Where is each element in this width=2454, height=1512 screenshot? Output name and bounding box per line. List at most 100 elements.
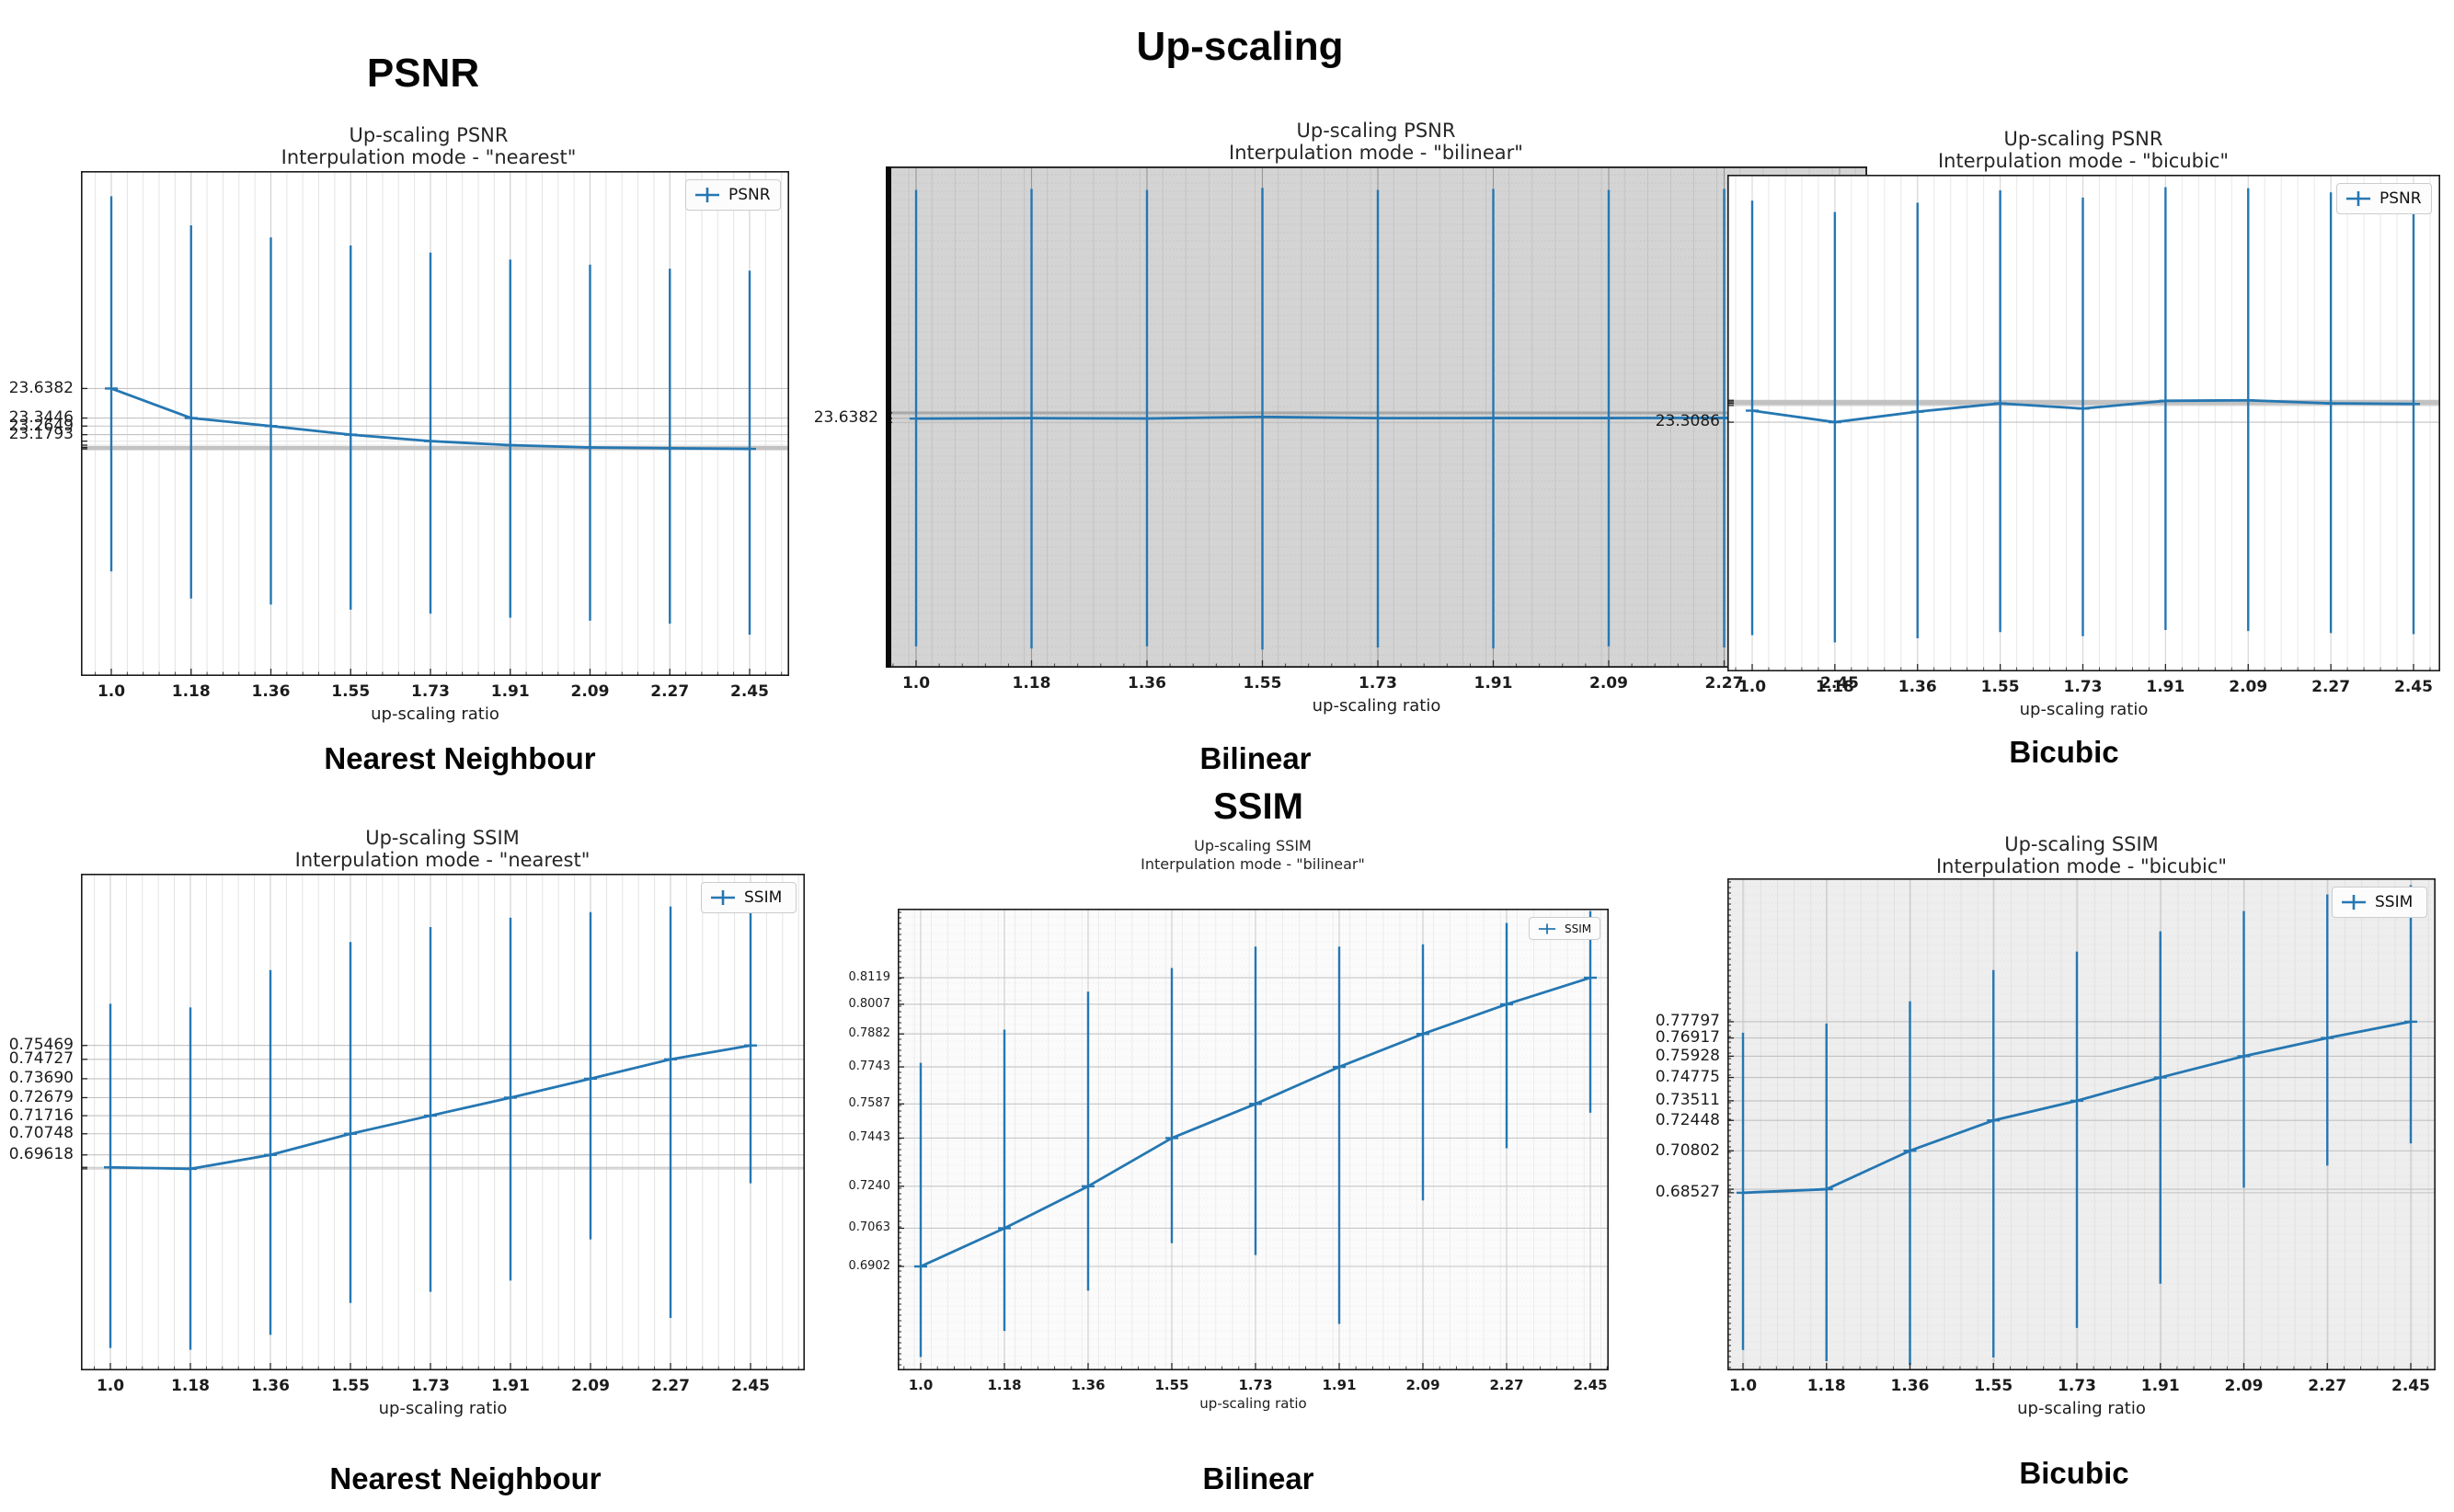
x-tick-label: 1.36 — [1890, 1377, 1930, 1395]
x-tick-label: 2.27 — [651, 1377, 690, 1395]
errorbar-marker-icon — [1538, 922, 1556, 934]
x-tick-label: 1.55 — [1974, 1377, 2013, 1395]
x-tick-label: 1.91 — [491, 1377, 530, 1395]
y-tick-label: 0.6902 — [848, 1258, 891, 1273]
label-row2-bilinear: Bilinear — [1202, 1461, 1314, 1495]
y-tick-label: 0.75928 — [1655, 1046, 1720, 1065]
y-tick-label: 0.75469 — [8, 1036, 74, 1055]
y-tick-label: 23.6382 — [813, 408, 878, 428]
x-tick-label: 1.0 — [97, 682, 126, 701]
ssim-nearest-plot-area — [81, 874, 805, 1370]
x-tick-label: 2.09 — [2224, 1377, 2264, 1395]
x-tick-label: 2.27 — [2311, 678, 2351, 696]
errorbar-marker-icon — [2346, 191, 2370, 206]
x-tick-label: 1.73 — [2058, 1377, 2096, 1395]
psnr-bicubic-plot-area — [1727, 175, 2440, 671]
y-tick-label: 0.7443 — [848, 1130, 891, 1145]
x-tick-label: 1.18 — [1815, 678, 1854, 696]
x-axis-label: up-scaling ratio — [2017, 1399, 2146, 1418]
x-tick-label: 1.55 — [1154, 1377, 1189, 1393]
legend-label: PSNR — [728, 186, 771, 204]
y-tick-label: 0.76917 — [1655, 1028, 1720, 1048]
errorbar-marker-icon — [695, 188, 719, 202]
x-tick-label: 2.09 — [2229, 678, 2268, 696]
label-row1-bilinear: Bilinear — [1199, 741, 1312, 775]
x-tick-label: 1.18 — [1012, 674, 1051, 693]
y-tick-label: 23.3086 — [1655, 412, 1720, 431]
x-tick-label: 1.0 — [96, 1377, 125, 1395]
psnr-nearest-plot-area — [81, 171, 789, 676]
legend: SSIM — [1529, 917, 1600, 940]
x-tick-label: 1.91 — [1474, 674, 1513, 693]
x-tick-label: 1.36 — [251, 1377, 290, 1395]
y-tick-label: 0.8007 — [848, 996, 891, 1011]
heading-ssim: SSIM — [1213, 786, 1303, 827]
y-tick-label: 0.70748 — [8, 1124, 74, 1143]
x-axis-label: up-scaling ratio — [2019, 700, 2149, 719]
y-tick-label: 0.74727 — [8, 1049, 74, 1069]
x-tick-label: 2.27 — [1704, 674, 1744, 693]
x-tick-label: 2.27 — [650, 682, 690, 701]
heading-psnr: PSNR — [366, 51, 480, 96]
x-tick-label: 1.55 — [331, 1377, 370, 1395]
x-tick-label: 2.45 — [731, 1377, 770, 1395]
x-tick-label: 2.27 — [2308, 1377, 2347, 1395]
y-tick-label: 23.3446 — [8, 407, 74, 427]
x-tick-label: 1.0 — [1728, 1377, 1758, 1395]
chart-title: Up-scaling PSNR Interpulation mode - "nea… — [281, 124, 577, 168]
x-tick-label: 2.45 — [2391, 1377, 2430, 1395]
x-axis-label: up-scaling ratio — [1312, 696, 1441, 716]
legend: PSNR — [2336, 183, 2432, 214]
y-tick-label: 0.77797 — [1655, 1012, 1720, 1031]
y-tick-label: 0.7587 — [848, 1096, 891, 1111]
errorbar-marker-icon — [2342, 895, 2366, 910]
label-row2-nearest-neighbour: Nearest Neighbour — [329, 1461, 602, 1495]
y-tick-label: 0.73690 — [8, 1069, 74, 1088]
x-tick-label: 1.36 — [1071, 1377, 1106, 1393]
y-tick-label: 23.6382 — [8, 378, 74, 397]
legend: SSIM — [701, 882, 797, 913]
x-tick-label: 1.73 — [411, 1377, 450, 1395]
x-tick-label: 1.36 — [1128, 674, 1166, 693]
legend-label: SSIM — [2375, 893, 2414, 911]
chart-title: Up-scaling PSNR Interpulation mode - "bil… — [1229, 120, 1523, 164]
label-row2-bicubic: Bicubic — [2019, 1456, 2129, 1490]
x-tick-label: 1.55 — [1243, 674, 1282, 693]
y-tick-label: 0.72679 — [8, 1087, 74, 1106]
legend: SSIM — [2332, 887, 2427, 918]
x-tick-label: 1.73 — [411, 682, 450, 701]
x-tick-label: 1.0 — [901, 674, 931, 693]
x-tick-label: 2.09 — [570, 682, 610, 701]
label-row1-nearest-neighbour: Nearest Neighbour — [324, 741, 596, 775]
ssim-bicubic-plot-area — [1727, 878, 2436, 1370]
legend-label: SSIM — [1565, 922, 1592, 935]
y-tick-label: 23.2649 — [8, 416, 74, 435]
x-tick-label: 1.55 — [331, 682, 371, 701]
x-tick-label: 2.45 — [1820, 674, 1859, 693]
x-tick-label: 2.45 — [1573, 1377, 1608, 1393]
x-tick-label: 2.09 — [571, 1377, 610, 1395]
x-tick-label: 1.55 — [1980, 678, 2020, 696]
y-tick-label: 0.70802 — [1655, 1140, 1720, 1160]
x-tick-label: 1.18 — [171, 1377, 210, 1395]
y-tick-label: 0.7063 — [848, 1220, 891, 1235]
legend-label: SSIM — [744, 888, 783, 907]
x-tick-label: 1.73 — [1359, 674, 1397, 693]
x-axis-label: up-scaling ratio — [1199, 1395, 1307, 1412]
x-tick-label: 1.0 — [1737, 678, 1767, 696]
legend-label: PSNR — [2379, 189, 2422, 208]
x-tick-label: 1.91 — [490, 682, 530, 701]
x-tick-label: 2.09 — [1405, 1377, 1440, 1393]
x-tick-label: 1.18 — [987, 1377, 1022, 1393]
y-tick-label: 0.8119 — [848, 970, 891, 984]
x-axis-label: up-scaling ratio — [371, 704, 499, 724]
y-tick-label: 0.74775 — [1655, 1068, 1720, 1086]
y-tick-label: 0.7240 — [848, 1178, 891, 1193]
x-tick-label: 1.73 — [2063, 678, 2103, 696]
x-tick-label: 1.0 — [908, 1377, 934, 1393]
x-tick-label: 1.18 — [1806, 1377, 1846, 1395]
